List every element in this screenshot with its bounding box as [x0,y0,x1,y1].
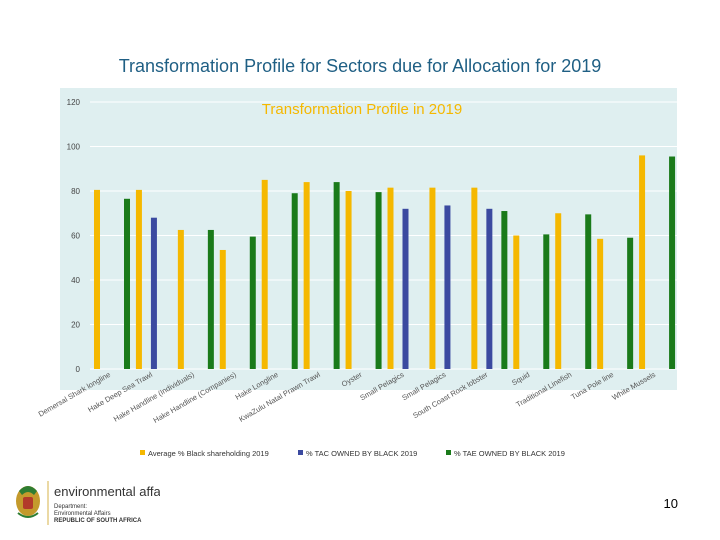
logo-dept-line2: Environmental Affairs [54,511,111,517]
bar [150,217,157,369]
x-tick-label: Demersal Shark longline [37,370,112,419]
bar [219,249,226,369]
bar [471,187,478,369]
legend-label: % TAC OWNED BY BLACK 2019 [306,449,417,458]
x-tick-label: Squid [510,370,531,387]
x-tick-label: Small Pelagics [358,370,405,403]
y-tick-label: 100 [67,143,81,152]
bar [345,191,352,369]
bar [402,208,409,369]
bars [94,155,676,369]
bar [486,208,493,369]
bar [597,238,604,369]
bar [429,187,436,369]
legend-swatch [298,450,303,455]
bar [333,182,340,369]
y-tick-labels: 0 20 40 60 80 100 120 [67,98,81,374]
logo-country: REPUBLIC OF SOUTH AFRICA [54,518,142,524]
bar [375,192,382,369]
legend-label: % TAE OWNED BY BLACK 2019 [454,449,565,458]
y-tick-label: 80 [71,187,80,196]
legend-swatch [140,450,145,455]
bar [585,214,592,369]
bar [207,229,214,369]
bar [291,193,298,369]
bar [303,182,310,369]
x-tick-label: Tuna Pole line [569,370,615,402]
bar [513,235,520,369]
bar [669,156,676,369]
y-tick-label: 60 [71,232,80,241]
chart-title: Transformation Profile in 2019 [262,101,462,118]
legend-label: Average % Black shareholding 2019 [148,449,269,458]
x-tick-label: White Mussels [610,370,657,402]
slide-title: Transformation Profile for Sectors due f… [118,56,602,76]
department-logo: environmental affairs Department: Enviro… [10,477,175,529]
bar [501,211,508,369]
page-number: 10 [663,496,678,511]
bar [261,179,268,369]
bar [135,189,142,369]
x-tick-label: South Coast Rock lobster [411,370,490,421]
bar [177,229,184,369]
bar [639,155,646,369]
bar [387,187,394,369]
legend: Average % Black shareholding 2019 % TAC O… [140,449,565,458]
x-tick-label: KwaZulu Natal Prawn Trawl [237,370,322,424]
bar [555,213,562,369]
y-tick-label: 0 [76,365,81,374]
chart-panel [60,88,677,390]
y-tick-label: 120 [67,98,81,107]
logo-dept-line1: Department: [54,504,87,510]
y-tick-label: 20 [71,321,80,330]
x-tick-label: Oyster [340,370,364,389]
coat-of-arms-icon: environmental affairs Department: Enviro… [16,481,175,525]
grid-layer [90,101,677,370]
bar [444,205,451,369]
bar [249,236,256,369]
y-tick-label: 40 [71,276,80,285]
bar [627,237,634,369]
bar [543,234,550,369]
legend-swatch [446,450,451,455]
bar [124,198,130,369]
bar [94,189,100,369]
logo-org-name: environmental affairs [54,484,160,499]
